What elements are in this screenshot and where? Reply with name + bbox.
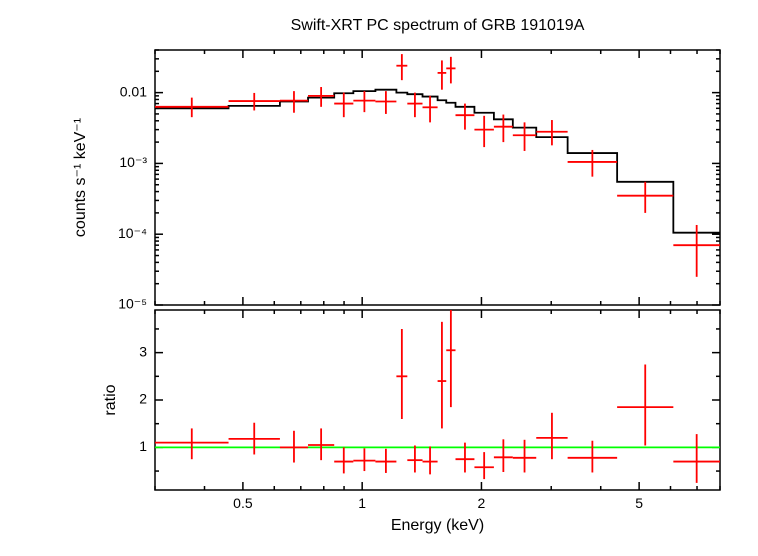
svg-text:5: 5	[635, 495, 643, 511]
spectrum-chart: Swift-XRT PC spectrum of GRB 191019A 0.5 1…	[0, 0, 758, 556]
svg-text:1: 1	[358, 495, 366, 511]
svg-text:2: 2	[139, 391, 147, 407]
svg-text:10⁻⁵: 10⁻⁵	[118, 296, 147, 312]
svg-text:0.01: 0.01	[120, 83, 147, 99]
y-axis-top-label: counts s⁻¹ keV⁻¹	[72, 118, 89, 237]
svg-text:0.5: 0.5	[233, 495, 253, 511]
svg-text:1: 1	[139, 438, 147, 454]
chart-title: Swift-XRT PC spectrum of GRB 191019A	[291, 17, 585, 34]
svg-text:3: 3	[139, 343, 147, 359]
y-axis-bottom-label: ratio	[102, 384, 119, 415]
x-axis-label: Energy (keV)	[391, 517, 484, 534]
svg-text:2: 2	[478, 495, 486, 511]
svg-text:10⁻⁴: 10⁻⁴	[118, 225, 147, 241]
svg-text:10⁻³: 10⁻³	[119, 154, 147, 170]
chart-svg: Swift-XRT PC spectrum of GRB 191019A 0.5 1…	[0, 0, 758, 556]
model-curve	[155, 90, 720, 233]
